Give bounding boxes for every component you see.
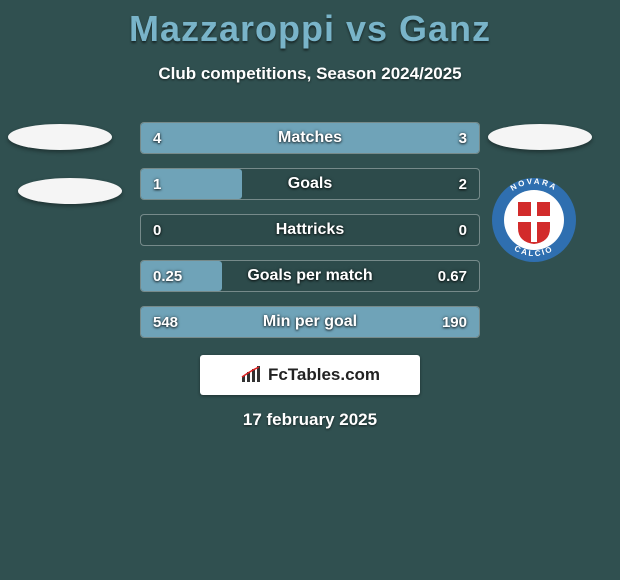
date-text: 17 february 2025	[0, 410, 620, 430]
club-crest-icon: NOVARA CALCIO	[492, 178, 576, 262]
stat-rows: 43Matches12Goals00Hattricks0.250.67Goals…	[140, 122, 480, 352]
stat-row: 548190Min per goal	[140, 306, 480, 338]
stat-bar-left	[141, 307, 479, 337]
team-right-marker	[488, 124, 592, 150]
infographic-root: Mazzaroppi vs Ganz Club competitions, Se…	[0, 0, 620, 580]
stat-value-right: 0.67	[438, 261, 467, 291]
stat-value-left: 4	[153, 123, 161, 153]
stat-value-right: 2	[459, 169, 467, 199]
stat-row: 0 0Hattricks	[140, 214, 480, 246]
stat-value-left: 1	[153, 169, 161, 199]
watermark: FcTables.com	[200, 355, 420, 395]
stat-value-right: 0	[459, 215, 467, 245]
stat-bar-left	[141, 123, 479, 153]
team-right-badge: NOVARA CALCIO	[492, 178, 576, 262]
stat-value-right: 3	[459, 123, 467, 153]
bar-chart-icon	[240, 366, 262, 384]
stat-row: 12Goals	[140, 168, 480, 200]
stat-value-right: 190	[442, 307, 467, 337]
subtitle: Club competitions, Season 2024/2025	[0, 64, 620, 84]
watermark-text: FcTables.com	[268, 365, 380, 385]
page-title: Mazzaroppi vs Ganz	[0, 0, 620, 50]
stat-row: 43Matches	[140, 122, 480, 154]
stat-row: 0.250.67Goals per match	[140, 260, 480, 292]
stat-value-left: 0.25	[153, 261, 182, 291]
stat-value-left: 548	[153, 307, 178, 337]
team-left-marker	[18, 178, 122, 204]
team-left-marker	[8, 124, 112, 150]
stat-label: Hattricks	[141, 215, 479, 245]
stat-value-left: 0	[153, 215, 161, 245]
